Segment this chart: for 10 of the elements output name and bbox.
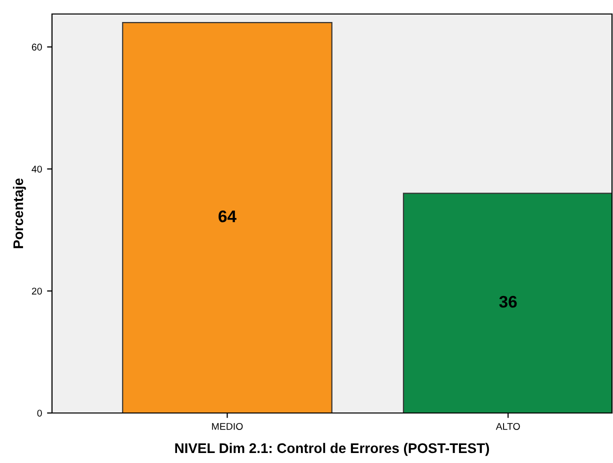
y-axis-title: Porcentaje — [12, 178, 26, 248]
y-tick-label: 20 — [32, 288, 42, 295]
y-tick-label: 40 — [32, 166, 42, 173]
x-tick-label: MEDIO — [212, 422, 243, 430]
x-axis-title: NIVEL Dim 2.1: Control de Errores (POST-TEST) — [175, 442, 490, 456]
y-tick-label: 60 — [32, 44, 42, 51]
x-tick-label: ALTO — [496, 422, 520, 430]
data-label: 36 — [499, 296, 517, 308]
data-label: 64 — [218, 210, 236, 222]
y-tick-label: 0 — [37, 410, 42, 417]
